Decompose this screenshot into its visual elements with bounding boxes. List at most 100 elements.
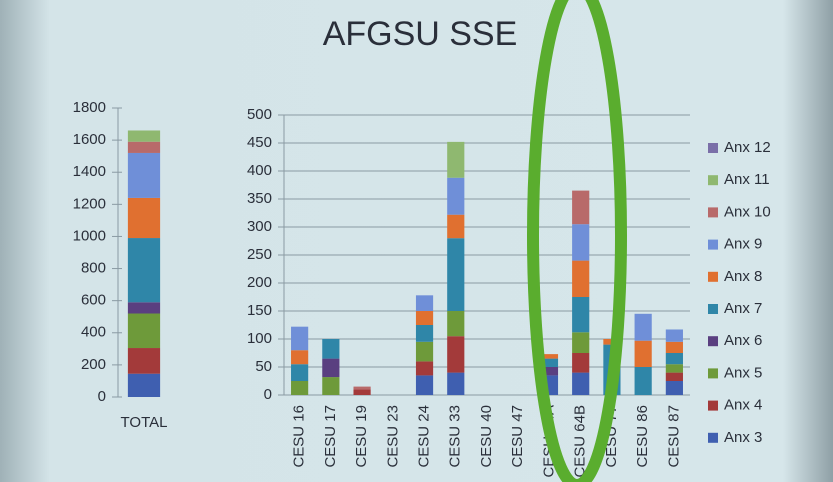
bar-segment — [128, 130, 160, 141]
y-tick-label: 300 — [247, 218, 272, 235]
x-tick-label: CESU 86 — [634, 405, 651, 468]
y-tick-label: 1800 — [73, 99, 106, 116]
bar-segment — [291, 327, 308, 351]
bar-segment — [128, 238, 160, 302]
legend-label: Anx 6 — [724, 332, 762, 349]
bar-segment — [291, 350, 308, 364]
legend-swatch — [708, 143, 718, 153]
y-tick-label: 1600 — [73, 131, 106, 148]
legend-swatch — [708, 368, 718, 378]
bar-segment — [416, 361, 433, 375]
legend-label: Anx 10 — [724, 203, 771, 220]
x-tick-label: CESU 16 — [291, 405, 308, 468]
bar-segment — [572, 224, 589, 260]
bar-segment — [447, 142, 464, 178]
bar-segment — [447, 178, 464, 215]
x-tick-label: CESU 17 — [322, 405, 339, 468]
bar-segment — [572, 297, 589, 332]
chart: AFGSU SSE 020040060080010001200140016001… — [0, 0, 833, 482]
legend-label: Anx 7 — [724, 300, 762, 317]
legend-swatch — [708, 272, 718, 282]
bar-segment — [322, 339, 339, 359]
y-tick-label: 350 — [247, 190, 272, 207]
y-tick-label: 600 — [81, 292, 106, 309]
legend-label: Anx 4 — [724, 397, 762, 414]
bar-segment — [322, 377, 339, 395]
bar-segment — [572, 261, 589, 297]
bar-segment — [416, 311, 433, 325]
bar-segment — [666, 364, 683, 372]
bar-segment — [666, 329, 683, 341]
legend-swatch — [708, 401, 718, 411]
y-tick-label: 1200 — [73, 195, 106, 212]
bar-segment — [635, 367, 652, 395]
bar-segment — [635, 341, 652, 367]
bar-segment — [128, 302, 160, 313]
x-tick-label: CESU 64B — [572, 405, 589, 478]
bar-segment — [128, 153, 160, 198]
bar-segment — [635, 314, 652, 341]
y-tick-label: 50 — [255, 358, 272, 375]
bar-segment — [128, 314, 160, 349]
y-tick-label: 200 — [81, 356, 106, 373]
y-tick-label: 0 — [264, 386, 272, 403]
legend-label: Anx 3 — [724, 429, 762, 446]
legend-swatch — [708, 336, 718, 346]
x-tick-label: CESU 24 — [416, 405, 433, 468]
y-tick-label: 0 — [98, 388, 106, 405]
bar-segment — [447, 215, 464, 239]
bar-segment — [416, 375, 433, 395]
y-tick-label: 100 — [247, 330, 272, 347]
bar-segment — [291, 381, 308, 395]
bar-segment — [666, 342, 683, 353]
bar-segment — [666, 381, 683, 395]
bar-segment — [572, 191, 589, 225]
y-tick-label: 1400 — [73, 163, 106, 180]
bar-segment — [572, 373, 589, 395]
legend-swatch — [708, 207, 718, 217]
y-tick-label: 250 — [247, 246, 272, 263]
y-tick-label: 200 — [247, 274, 272, 291]
bar-segment — [666, 353, 683, 364]
x-tick-label: CESU 19 — [353, 405, 370, 468]
bar-segment — [353, 387, 370, 390]
x-tick-label: CESU 47 — [509, 405, 526, 468]
y-tick-label: 400 — [81, 324, 106, 341]
bar-segment — [447, 311, 464, 336]
chart-title: AFGSU SSE — [323, 15, 518, 53]
x-tick-label: CESU 33 — [447, 405, 464, 468]
bar-segment — [416, 325, 433, 342]
legend-swatch — [708, 304, 718, 314]
bar-segment — [447, 373, 464, 395]
legend-label: Anx 5 — [724, 364, 762, 381]
bar-segment — [128, 348, 160, 374]
bar-segment — [666, 373, 683, 381]
y-tick-label: 450 — [247, 134, 272, 151]
legend-label: Anx 12 — [724, 139, 771, 156]
legend-swatch — [708, 175, 718, 185]
y-tick-label: 1000 — [73, 227, 106, 244]
bar-segment — [128, 198, 160, 238]
y-tick-label: 400 — [247, 162, 272, 179]
y-tick-label: 800 — [81, 260, 106, 277]
bar-segment — [416, 295, 433, 311]
legend-swatch — [708, 240, 718, 250]
x-tick-label: CESU 40 — [478, 405, 495, 468]
legend-swatch — [708, 433, 718, 443]
legend-label: Anx 9 — [724, 236, 762, 253]
bar-segment — [447, 336, 464, 372]
y-tick-label: 500 — [247, 106, 272, 123]
bar-segment — [353, 389, 370, 395]
x-tick-label: TOTAL — [121, 414, 168, 431]
y-tick-label: 150 — [247, 302, 272, 319]
bar-segment — [416, 342, 433, 362]
bar-segment — [572, 332, 589, 353]
legend-label: Anx 8 — [724, 268, 762, 285]
x-tick-label: CESU 87 — [665, 405, 682, 468]
x-tick-label: CESU 23 — [384, 405, 401, 468]
bar-segment — [128, 142, 160, 153]
bar-segment — [291, 364, 308, 381]
bar-segment — [572, 353, 589, 373]
bar-segment — [447, 238, 464, 311]
legend-label: Anx 11 — [724, 171, 770, 188]
